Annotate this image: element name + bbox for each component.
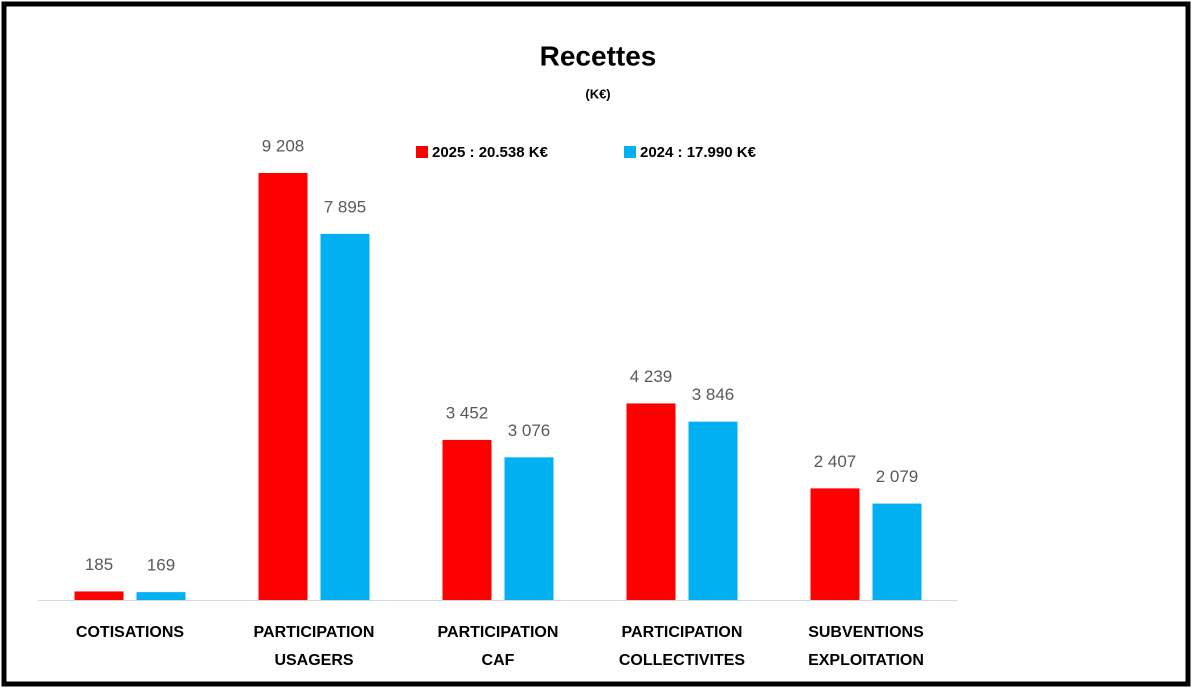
legend-label: 2025 : 20.538 K€ xyxy=(432,144,549,161)
data-label: 185 xyxy=(85,555,113,574)
x-tick-label: COTISATIONS xyxy=(76,624,184,641)
data-label: 4 239 xyxy=(630,367,673,386)
x-tick-label: CAF xyxy=(482,652,515,669)
bar xyxy=(442,439,492,600)
bar xyxy=(688,421,738,600)
data-label: 3 846 xyxy=(692,385,735,404)
x-tick-label: EXPLOITATION xyxy=(808,652,924,669)
data-label: 3 452 xyxy=(446,403,489,422)
x-tick-label: COLLECTIVITES xyxy=(619,652,746,669)
data-label: 7 895 xyxy=(324,197,367,216)
data-label: 2 079 xyxy=(876,467,919,486)
legend-swatch xyxy=(624,146,636,158)
bar xyxy=(810,488,860,600)
bar xyxy=(504,457,554,600)
bar xyxy=(258,173,308,600)
x-tick-label: PARTICIPATION xyxy=(622,624,743,641)
chart-title: Recettes xyxy=(540,40,657,71)
x-tick-label: SUBVENTIONS xyxy=(808,624,924,641)
bar xyxy=(136,592,186,600)
data-label: 2 407 xyxy=(814,452,857,471)
legend-label: 2024 : 17.990 K€ xyxy=(640,144,757,161)
x-tick-label: PARTICIPATION xyxy=(438,624,559,641)
bar xyxy=(320,233,370,600)
data-label: 3 076 xyxy=(508,421,551,440)
x-tick-label: USAGERS xyxy=(274,652,353,669)
x-tick-label: PARTICIPATION xyxy=(254,624,375,641)
bar xyxy=(74,591,124,600)
data-label: 9 208 xyxy=(262,136,305,155)
bar xyxy=(872,503,922,600)
chart-subtitle: (K€) xyxy=(585,86,610,101)
legend-swatch xyxy=(416,146,428,158)
data-label: 169 xyxy=(147,556,175,575)
bar xyxy=(626,403,676,600)
